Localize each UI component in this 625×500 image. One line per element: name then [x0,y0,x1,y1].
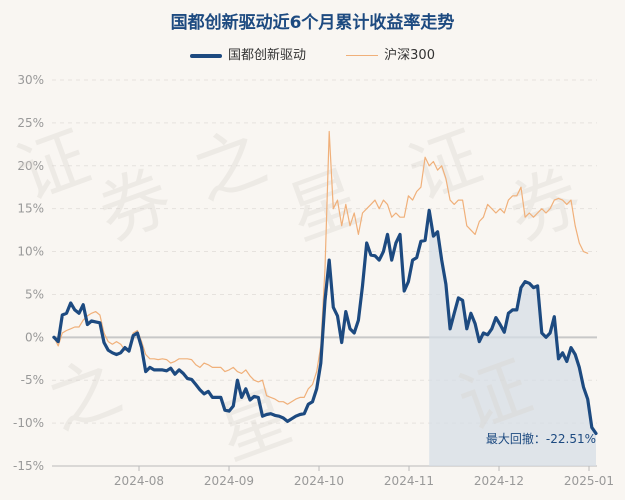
y-tick-label: 10% [17,245,44,259]
series-line-fund [52,208,598,435]
y-tick-label: -10% [13,416,44,430]
x-tick-label: 2025-01 [564,474,614,488]
y-tick-label: 15% [17,202,44,216]
y-tick-label: 20% [17,159,44,173]
legend-item-fund[interactable]: 国都创新驱动 [190,44,306,63]
x-tick-label: 2024-08 [114,474,164,488]
y-tick-label: 0% [25,330,44,344]
x-tick-label: 2024-12 [474,474,524,488]
x-tick-label: 2024-11 [384,474,434,488]
legend-label-fund: 国都创新驱动 [228,48,307,63]
watermark-glyph: 之 [183,115,277,216]
legend-label-index: 沪深300 [384,48,435,63]
watermark-glyph: 星 [278,155,372,256]
watermark-glyph: 之 [38,345,132,446]
watermark-glyph: 券 [88,155,182,256]
y-tick-label: -15% [13,459,44,473]
max-drawdown-area [429,210,596,466]
watermark-glyph: 券 [498,155,592,256]
max-drawdown-label: 最大回撤：-22.51% [486,431,596,446]
legend-swatch-fund [190,53,222,58]
y-tick-label: 25% [17,116,44,130]
x-tick-label: 2024-10 [294,474,344,488]
y-tick-label: 5% [25,287,44,301]
y-tick-label: 30% [17,73,44,87]
watermark-glyph: 星 [208,375,302,476]
chart-title: 国都创新驱动近6个月累计收益率走势 [170,13,455,33]
legend-swatch-index [346,55,379,56]
watermark-glyph: 证 [398,115,492,216]
legend-item-index[interactable]: 沪深300 [346,44,435,63]
y-tick-label: -5% [21,373,44,387]
x-tick-label: 2024-09 [204,474,254,488]
legend: 国都创新驱动 沪深300 [0,44,625,63]
